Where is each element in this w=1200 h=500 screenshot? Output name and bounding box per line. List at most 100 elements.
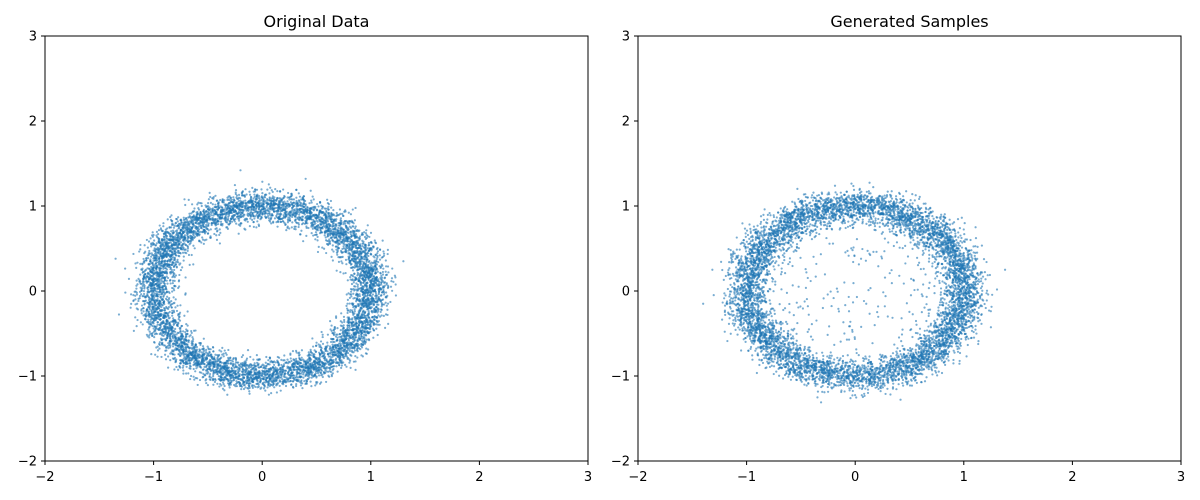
- scatter-point: [258, 207, 261, 211]
- scatter-point: [282, 363, 286, 366]
- scatter-point: [164, 349, 167, 352]
- scatter-point: [242, 384, 245, 387]
- scatter-point: [289, 201, 292, 204]
- scatter-point: [359, 283, 362, 286]
- scatter-point: [311, 195, 314, 198]
- scatter-point: [354, 368, 357, 371]
- scatter-point: [342, 245, 345, 248]
- scatter-point: [178, 273, 181, 277]
- scatter-point: [156, 287, 159, 290]
- scatter-point: [180, 221, 183, 224]
- scatter-point: [369, 231, 373, 234]
- scatter-point: [340, 260, 343, 263]
- scatter-point: [168, 301, 171, 304]
- scatter-point: [153, 329, 156, 332]
- scatter-point: [269, 377, 272, 381]
- scatter-point: [161, 286, 164, 289]
- scatter-point: [373, 314, 376, 318]
- scatter-point: [174, 361, 177, 364]
- scatter-point: [316, 250, 320, 254]
- scatter-point: [168, 238, 171, 242]
- scatter-point: [321, 355, 324, 358]
- scatter-point: [255, 379, 258, 382]
- scatter-point: [342, 324, 345, 327]
- scatter-point: [177, 279, 181, 282]
- scatter-point: [147, 310, 150, 313]
- scatter-point: [281, 380, 285, 383]
- scatter-point: [303, 379, 306, 383]
- scatter-point: [377, 293, 380, 296]
- scatter-point: [355, 229, 358, 233]
- scatter-point: [143, 244, 146, 247]
- scatter-point: [315, 208, 319, 211]
- scatter-point: [168, 271, 172, 274]
- scatter-point: [148, 249, 151, 253]
- scatter-point: [150, 245, 153, 248]
- scatter-point: [273, 217, 277, 220]
- scatter-point: [394, 283, 397, 286]
- scatter-point: [350, 323, 353, 326]
- scatter-point: [351, 309, 354, 312]
- scatter-point: [225, 353, 228, 356]
- scatter-point: [208, 191, 211, 194]
- scatter-point: [301, 196, 304, 199]
- scatter-point: [208, 206, 211, 209]
- scatter-point: [187, 235, 190, 238]
- scatter-point: [152, 257, 155, 260]
- scatter-point: [365, 236, 368, 240]
- scatter-point: [312, 223, 316, 226]
- scatter-point: [314, 238, 317, 241]
- scatter-point: [244, 199, 247, 202]
- scatter-point: [182, 259, 185, 262]
- scatter-point: [221, 387, 225, 390]
- scatter-point: [305, 379, 308, 382]
- scatter-point: [207, 222, 210, 225]
- scatter-point: [348, 361, 351, 364]
- scatter-point: [326, 341, 329, 344]
- scatter-point: [147, 318, 150, 321]
- scatter-point: [372, 304, 375, 307]
- scatter-point: [381, 239, 384, 242]
- scatter-point: [332, 250, 335, 253]
- scatter-point: [342, 223, 345, 226]
- scatter-point: [311, 227, 314, 230]
- scatter-point: [299, 384, 303, 387]
- scatter-point: [291, 350, 295, 353]
- scatter-point: [163, 241, 166, 244]
- scatter-point: [336, 338, 339, 341]
- scatter-point: [346, 326, 349, 329]
- scatter-point: [378, 248, 382, 251]
- scatter-point: [117, 313, 121, 316]
- scatter-point: [185, 372, 188, 375]
- scatter-point: [364, 232, 368, 235]
- scatter-point: [135, 293, 139, 296]
- scatter-point: [164, 267, 167, 270]
- scatter-point: [267, 359, 270, 362]
- scatter-point: [273, 386, 276, 389]
- scatter-point: [162, 265, 165, 268]
- scatter-point: [155, 242, 158, 245]
- scatter-point: [280, 358, 283, 361]
- scatter-point: [234, 361, 238, 364]
- scatter-point: [271, 190, 274, 194]
- scatter-point: [286, 358, 289, 361]
- scatter-point: [176, 258, 179, 261]
- scatter-point: [199, 342, 202, 345]
- scatter-point: [174, 327, 177, 330]
- scatter-point: [338, 364, 341, 367]
- scatter-point: [350, 293, 353, 296]
- scatter-point: [185, 322, 188, 326]
- scatter-point: [256, 371, 259, 374]
- scatter-point: [142, 292, 146, 296]
- scatter-point: [214, 377, 217, 381]
- scatter-point: [191, 340, 195, 343]
- scatter-point: [174, 330, 177, 333]
- scatter-point: [158, 347, 161, 350]
- scatter-point: [252, 384, 255, 387]
- scatter-point: [193, 378, 196, 381]
- scatter-point: [135, 307, 138, 310]
- scatter-point: [237, 210, 240, 214]
- scatter-point: [361, 242, 364, 245]
- scatter-point: [286, 200, 289, 203]
- scatter-point: [182, 255, 185, 258]
